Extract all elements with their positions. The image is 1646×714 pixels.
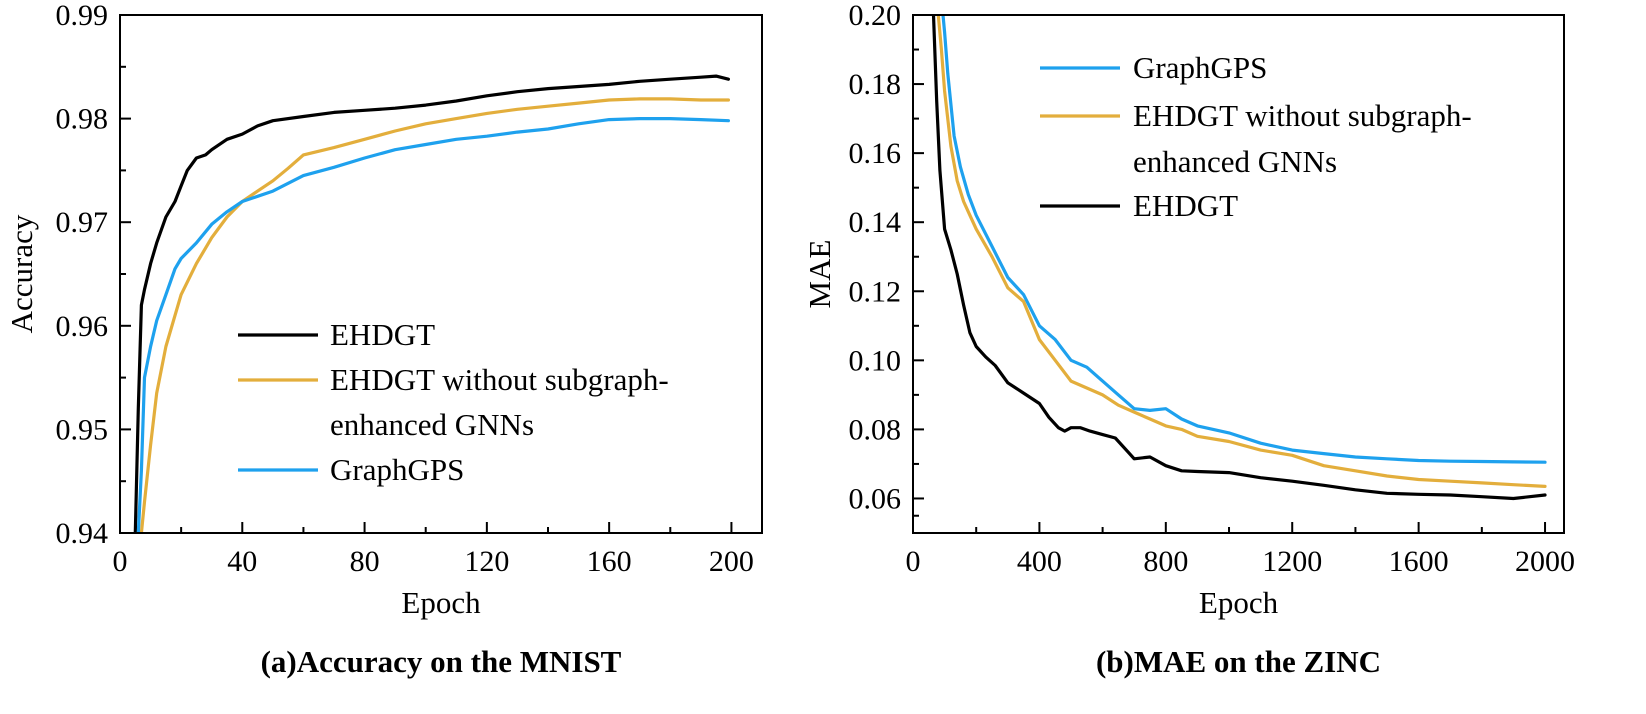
panel-b-caption: (b)MAE on the ZINC xyxy=(1096,644,1381,679)
panel-a-y-tick-label: 0.96 xyxy=(56,310,109,343)
panel-a-plot-frame xyxy=(119,14,763,534)
panel-a-y-tick-label: 0.95 xyxy=(56,413,109,446)
panel-b-legend-label: EHDGT xyxy=(1133,188,1238,223)
panel-a-x-tick-label: 120 xyxy=(464,545,509,578)
panel-a-y-tick-label: 0.94 xyxy=(56,517,109,550)
panel-b-mae-chart: 0 400 800 1200 1600 2000 0.06 0.08 0.10 0.12 0.14 0… xyxy=(802,0,1575,679)
panel-b-y-tick-label: 0.10 xyxy=(849,344,902,377)
panel-b-y-tick-label: 0.12 xyxy=(849,275,902,308)
panel-a-legend-label: GraphGPS xyxy=(330,452,464,487)
panel-b-x-tick-label: 1200 xyxy=(1262,545,1322,578)
panel-b-series-ehdgt-without-subgraph-enhanced-gnns xyxy=(936,15,1547,488)
panel-a-x-tick-label: 160 xyxy=(587,545,632,578)
panel-a-legend-label: enhanced GNNs xyxy=(330,407,534,442)
panel-b-ticks: 0 400 800 1200 1600 2000 0.06 0.08 0.10 0.12 0.14 0… xyxy=(849,0,1576,578)
panel-b-x-tick-label: 400 xyxy=(1017,545,1062,578)
panel-a-ticks: 0 40 80 120 160 200 0.94 0.95 0.96 0.97 0.98 0.99 xyxy=(56,0,754,578)
panel-a-x-axis-title: Epoch xyxy=(401,585,481,620)
panel-a-legend-label: EHDGT without subgraph- xyxy=(330,362,669,397)
panel-b-legend-label: enhanced GNNs xyxy=(1133,144,1337,179)
panel-b-y-tick-label: 0.20 xyxy=(849,0,902,32)
panel-a-legend-label: EHDGT xyxy=(330,317,435,352)
panel-b-y-tick-label: 0.06 xyxy=(849,482,902,515)
panel-a-accuracy-chart: 0 40 80 120 160 200 0.94 0.95 0.96 0.97 0.98 0.99 A… xyxy=(4,0,763,679)
panel-a-x-tick-label: 40 xyxy=(227,545,257,578)
panel-a-y-axis-title: Accuracy xyxy=(4,214,39,333)
panel-a-y-tick-label: 0.98 xyxy=(56,103,109,136)
panel-b-plot-frame xyxy=(912,14,1565,534)
panel-b-y-tick-label: 0.16 xyxy=(849,137,902,170)
panel-a-legend: EHDGT EHDGT without subgraph-enhanced GNN… xyxy=(238,317,669,487)
panel-b-legend-label: GraphGPS xyxy=(1133,50,1267,85)
panel-b-legend: GraphGPS EHDGT without subgraph-enhanced … xyxy=(1040,50,1472,223)
panel-a-caption: (a)Accuracy on the MNIST xyxy=(261,644,622,679)
panel-b-series-graphgps xyxy=(941,15,1547,464)
panel-b-y-tick-label: 0.14 xyxy=(849,206,902,239)
panel-a-series-ehdgt-without-subgraph-enhanced-gnns xyxy=(139,97,730,533)
panel-a-x-tick-label: 80 xyxy=(350,545,380,578)
panel-a-y-tick-label: 0.97 xyxy=(56,206,109,239)
panel-a-x-tick-label: 200 xyxy=(709,545,754,578)
panel-b-legend-label: EHDGT without subgraph- xyxy=(1133,98,1472,133)
panel-b-y-tick-label: 0.18 xyxy=(849,68,902,101)
panel-b-x-tick-label: 800 xyxy=(1143,545,1188,578)
panel-a-x-tick-label: 0 xyxy=(113,545,128,578)
panel-b-x-tick-label: 1600 xyxy=(1389,545,1449,578)
panel-b-x-tick-label: 0 xyxy=(906,545,921,578)
panel-b-x-axis-title: Epoch xyxy=(1199,585,1279,620)
panel-b-y-tick-label: 0.08 xyxy=(849,413,902,446)
panel-b-series-ehdgt xyxy=(931,15,1547,501)
panel-b-y-axis-title: MAE xyxy=(802,240,837,309)
panel-b-series-group xyxy=(931,15,1547,501)
panel-a-series-graphgps xyxy=(136,117,730,533)
panel-b-x-tick-label: 2000 xyxy=(1515,545,1575,578)
panel-a-series-ehdgt xyxy=(133,74,730,533)
panel-a-y-tick-label: 0.99 xyxy=(56,0,109,32)
panel-a-series-group xyxy=(133,74,730,533)
